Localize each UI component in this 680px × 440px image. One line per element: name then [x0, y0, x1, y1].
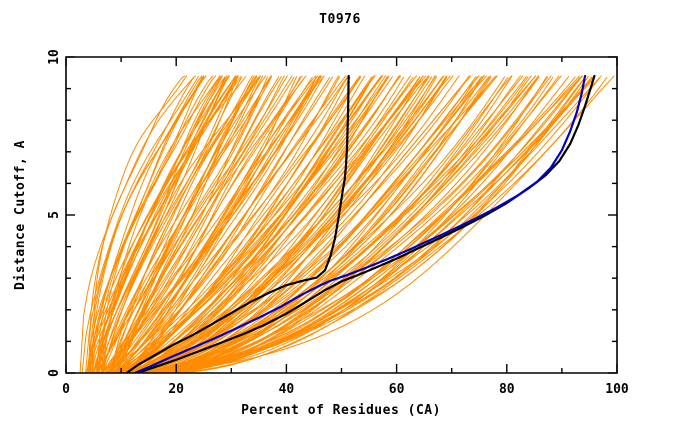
background-curve — [113, 75, 349, 373]
background-curve — [109, 75, 272, 373]
background-curve — [79, 75, 196, 373]
background-curve — [127, 75, 424, 373]
background-curve — [140, 75, 602, 373]
x-axis-title: Percent of Residues (CA) — [241, 403, 441, 418]
background-curve — [109, 75, 272, 373]
background-curve — [123, 75, 400, 373]
background-curve — [100, 76, 306, 373]
background-curve — [148, 75, 521, 373]
background-curve — [103, 75, 293, 373]
background-curve — [128, 75, 497, 373]
background-curve — [127, 75, 411, 373]
background-curve — [81, 76, 199, 373]
background-curve — [88, 75, 186, 373]
background-series-orange — [79, 75, 615, 373]
x-tick-label: 80 — [499, 382, 515, 397]
background-curve — [121, 75, 382, 373]
x-tick-label: 100 — [605, 382, 629, 397]
background-curve — [96, 76, 222, 373]
background-curve — [137, 76, 582, 373]
background-curve — [112, 75, 375, 373]
background-curve — [134, 75, 430, 373]
background-curve — [115, 75, 321, 373]
y-tick-label: 5 — [47, 211, 62, 219]
background-curve — [118, 75, 349, 373]
x-tick-label: 60 — [389, 382, 405, 397]
series-layer — [79, 74, 615, 373]
background-curve — [127, 75, 485, 373]
background-curve — [117, 76, 340, 373]
x-axis-ticks — [65, 57, 618, 373]
background-curve — [91, 75, 188, 373]
background-curve — [131, 76, 593, 373]
y-axis-tick-labels: 0 5 10 — [47, 49, 62, 377]
background-curve — [134, 76, 490, 373]
background-curve — [113, 76, 334, 373]
background-curve — [144, 76, 608, 373]
highlight-curve-highlight-black-lower — [136, 74, 596, 373]
y-axis-ticks — [66, 56, 617, 374]
background-curve — [140, 75, 552, 373]
background-curve — [111, 75, 285, 373]
background-curve — [122, 76, 360, 373]
background-curve — [102, 75, 288, 373]
background-curve — [129, 75, 524, 373]
y-axis-title: Distance Cutoff, A — [13, 140, 28, 290]
background-curve — [105, 75, 325, 373]
background-curve — [116, 75, 322, 373]
y-tick-label: 10 — [47, 49, 62, 65]
background-curve — [100, 75, 253, 373]
background-curve — [96, 75, 207, 373]
background-curve — [108, 75, 321, 373]
x-tick-label: 20 — [168, 382, 184, 397]
background-curve — [105, 75, 325, 373]
x-tick-label: 0 — [62, 382, 70, 397]
highlight-curve-highlight-black-upper — [125, 74, 350, 373]
background-curve — [156, 76, 589, 373]
background-curve — [139, 75, 537, 373]
background-curve — [137, 75, 532, 373]
background-curve — [120, 75, 472, 373]
page-title: T0976 — [319, 12, 361, 27]
background-curve — [123, 76, 298, 373]
highlight-curve-highlight-blue — [133, 74, 587, 373]
background-curve — [114, 76, 373, 373]
x-axis-tick-labels: 0 20 40 60 80 100 — [62, 382, 629, 397]
background-curve — [147, 76, 601, 373]
y-tick-label: 0 — [47, 369, 62, 377]
background-curve — [90, 76, 237, 373]
background-curve — [101, 75, 317, 373]
background-curve — [90, 76, 195, 373]
background-curve — [124, 75, 460, 373]
background-curve — [106, 75, 347, 373]
background-curve — [86, 75, 221, 373]
highlight-series — [125, 74, 596, 373]
background-curve — [99, 75, 217, 373]
background-curve — [117, 76, 443, 373]
background-curve — [123, 76, 414, 373]
axis-frame: 0 20 40 60 80 100 0 5 10 — [47, 49, 629, 397]
background-curve — [107, 75, 303, 373]
background-curve — [115, 75, 383, 373]
background-curve — [96, 75, 239, 373]
background-curve — [86, 76, 226, 373]
x-tick-label: 40 — [279, 382, 295, 397]
